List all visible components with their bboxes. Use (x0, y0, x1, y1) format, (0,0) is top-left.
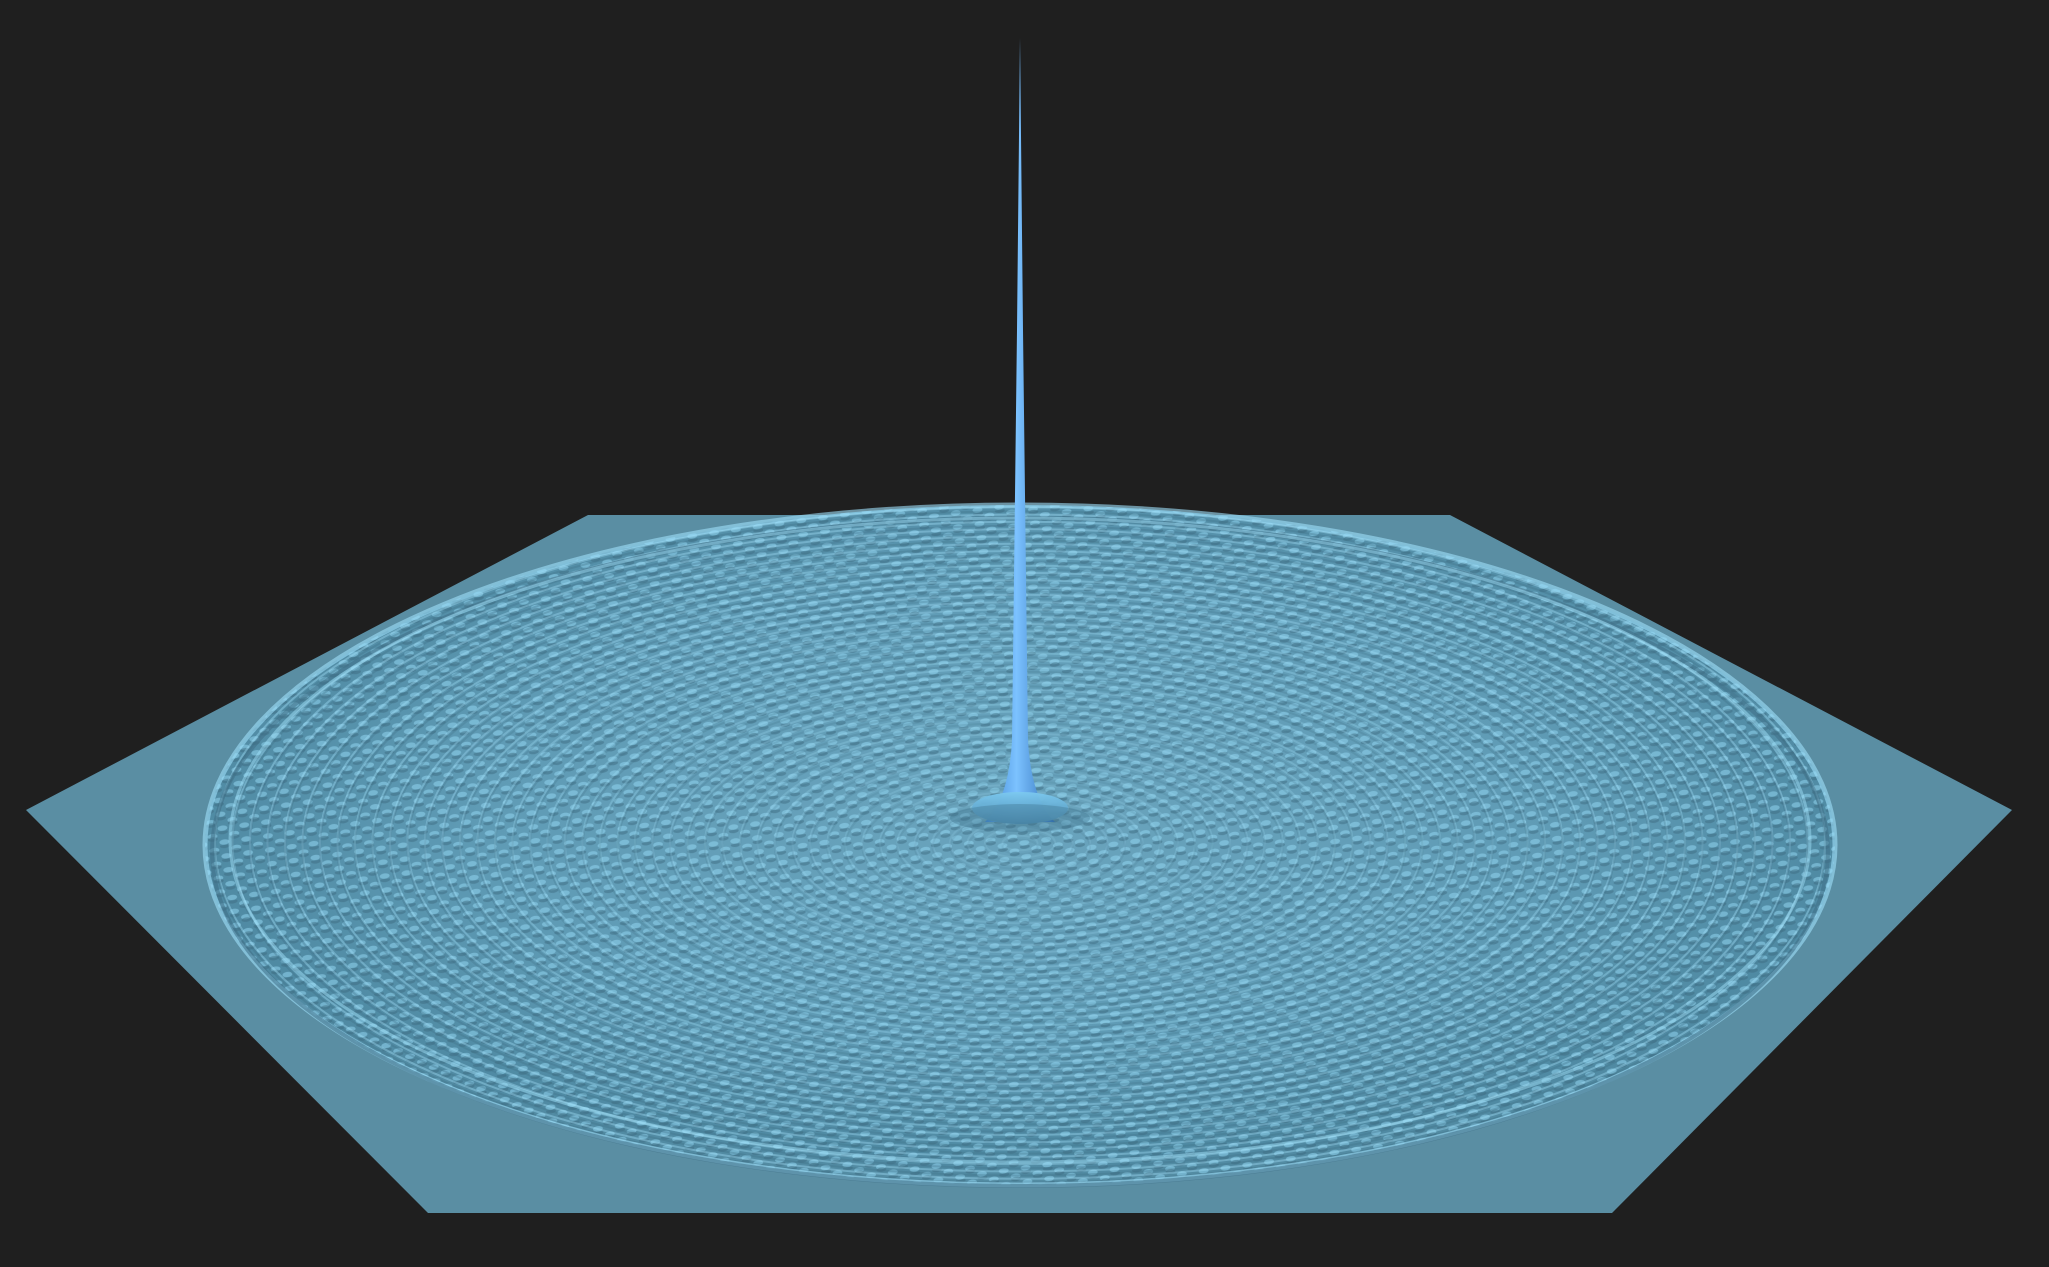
ripple-ring-highlight (1001, 834, 1039, 852)
ripple-ring-shadow (1001, 838, 1039, 856)
ripple-ring-highlight (984, 827, 1056, 859)
ripple-ring-shadow (984, 831, 1056, 863)
central-spike (950, 38, 1090, 832)
ripple-ring-shadow (966, 824, 1074, 870)
